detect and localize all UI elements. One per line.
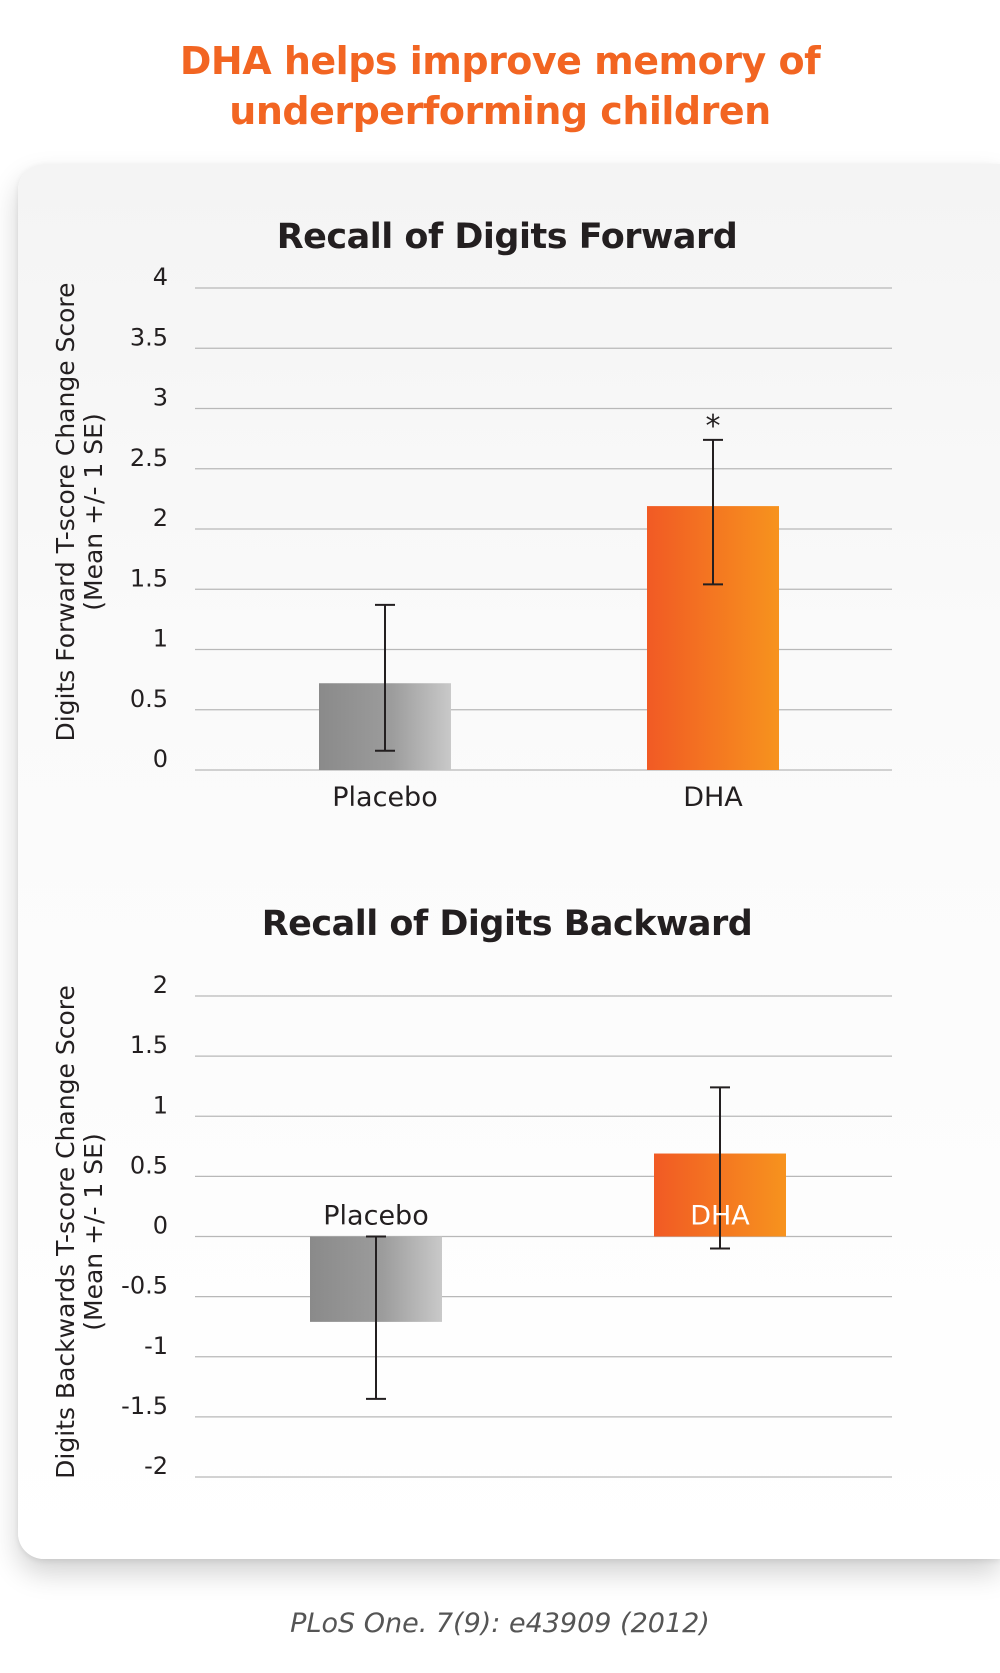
y-tick-label: -0.5 xyxy=(121,1272,168,1300)
chart-recall-digits-backward: Recall of Digits Backward -2 -1.5 -1 -0.5 0 0.… xyxy=(51,904,892,1480)
y-axis-label-line-2: (Mean +/- 1 SE) xyxy=(79,413,108,610)
y-tick-label: 0 xyxy=(153,745,168,773)
y-tick-label: 2 xyxy=(153,504,168,532)
y-tick-label: 1.5 xyxy=(130,1031,168,1059)
category-label-dha: DHA xyxy=(683,782,743,813)
significance-marker: * xyxy=(706,409,721,444)
headline: DHA helps improve memory of underperform… xyxy=(0,36,1000,136)
y-tick-label: 2.5 xyxy=(130,444,168,472)
y-tick-label: -1.5 xyxy=(121,1392,168,1420)
y-tick-label: 0.5 xyxy=(130,685,168,713)
y-tick-label: 2 xyxy=(153,971,168,999)
y-tick-label: 1 xyxy=(153,625,168,653)
chart-recall-digits-forward: Recall of Digits Forward 0 0.5 1 1.5 2 2.5 3 3.5… xyxy=(51,217,892,813)
y-tick-label: 0 xyxy=(153,1212,168,1240)
chart-title: Recall of Digits Forward xyxy=(277,217,738,257)
y-tick-label: 3.5 xyxy=(130,323,168,351)
chart-title: Recall of Digits Backward xyxy=(262,904,753,944)
y-tick-label: -1 xyxy=(144,1332,168,1360)
y-tick-label: 1 xyxy=(153,1091,168,1119)
y-tick-label: 1.5 xyxy=(130,564,168,592)
y-axis-label-line-1: Digits Forward T-score Change Score xyxy=(51,282,80,741)
y-tick-label: 3 xyxy=(153,384,168,412)
y-axis-label: Digits Forward T-score Change Score (Mean… xyxy=(51,282,108,741)
y-tick-label: 0.5 xyxy=(130,1151,168,1179)
category-label-placebo: Placebo xyxy=(332,782,437,813)
y-axis-label-line-2: (Mean +/- 1 SE) xyxy=(79,1133,108,1330)
y-axis-label-line-1: Digits Backwards T-score Change Score xyxy=(51,985,80,1479)
headline-line-1: DHA helps improve memory of xyxy=(179,39,821,83)
error-bar-placebo xyxy=(375,603,395,752)
category-label-dha: DHA xyxy=(690,1201,750,1232)
citation: PLoS One. 7(9): e43909 (2012) xyxy=(290,1608,710,1639)
chart-panel xyxy=(18,164,1000,1559)
y-axis-label: Digits Backwards T-score Change Score (Me… xyxy=(51,985,108,1479)
error-bar-dha xyxy=(710,1086,730,1250)
y-tick-label: 4 xyxy=(153,263,168,291)
error-bar-placebo xyxy=(366,1235,386,1400)
headline-line-2: underperforming children xyxy=(229,89,771,133)
category-label-placebo: Placebo xyxy=(323,1201,428,1232)
error-bar-dha xyxy=(703,438,723,586)
y-tick-label: -2 xyxy=(144,1452,168,1480)
